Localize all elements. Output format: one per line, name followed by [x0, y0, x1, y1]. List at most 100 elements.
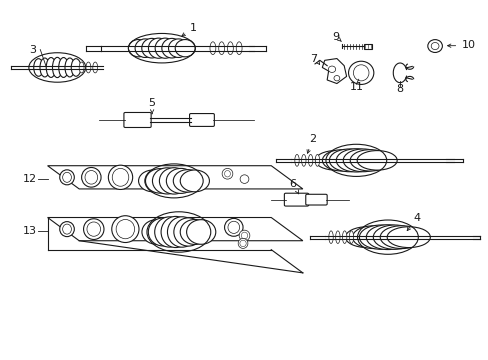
- Ellipse shape: [386, 227, 429, 248]
- Ellipse shape: [83, 219, 104, 239]
- Ellipse shape: [356, 150, 396, 170]
- Ellipse shape: [174, 218, 203, 246]
- Text: 3: 3: [29, 45, 37, 55]
- Ellipse shape: [79, 62, 84, 73]
- Ellipse shape: [218, 42, 224, 55]
- Ellipse shape: [224, 171, 230, 177]
- Text: 11: 11: [348, 82, 363, 92]
- Ellipse shape: [62, 172, 71, 182]
- Ellipse shape: [60, 222, 74, 237]
- Ellipse shape: [46, 58, 56, 77]
- Ellipse shape: [308, 154, 312, 166]
- Ellipse shape: [180, 170, 209, 192]
- Ellipse shape: [40, 58, 49, 77]
- Ellipse shape: [353, 65, 368, 81]
- Ellipse shape: [227, 221, 239, 233]
- Ellipse shape: [348, 231, 353, 243]
- Ellipse shape: [345, 227, 388, 248]
- Ellipse shape: [85, 171, 98, 184]
- Bar: [363, 44, 372, 49]
- Ellipse shape: [227, 42, 233, 55]
- Ellipse shape: [159, 168, 188, 194]
- Ellipse shape: [301, 154, 305, 166]
- Text: 1: 1: [182, 23, 197, 36]
- Ellipse shape: [328, 231, 332, 243]
- Ellipse shape: [148, 218, 177, 246]
- Ellipse shape: [236, 42, 242, 55]
- Ellipse shape: [209, 42, 215, 55]
- Ellipse shape: [372, 225, 416, 249]
- Ellipse shape: [430, 42, 438, 50]
- Ellipse shape: [116, 220, 134, 239]
- Ellipse shape: [135, 39, 155, 58]
- Ellipse shape: [186, 220, 215, 244]
- Ellipse shape: [161, 216, 190, 248]
- Ellipse shape: [222, 168, 232, 179]
- Ellipse shape: [366, 225, 408, 249]
- Ellipse shape: [238, 238, 247, 248]
- Ellipse shape: [333, 76, 339, 81]
- Ellipse shape: [359, 225, 402, 249]
- Ellipse shape: [240, 175, 248, 183]
- Ellipse shape: [93, 62, 98, 73]
- Ellipse shape: [162, 39, 182, 58]
- Ellipse shape: [328, 66, 335, 72]
- FancyBboxPatch shape: [284, 193, 308, 206]
- Ellipse shape: [112, 168, 128, 186]
- Ellipse shape: [71, 59, 81, 76]
- Ellipse shape: [81, 167, 101, 187]
- Ellipse shape: [62, 224, 71, 234]
- Ellipse shape: [315, 150, 355, 170]
- Ellipse shape: [108, 165, 132, 189]
- Ellipse shape: [155, 38, 175, 58]
- Text: 10: 10: [460, 40, 474, 50]
- Text: 6: 6: [289, 179, 298, 194]
- Ellipse shape: [336, 149, 376, 172]
- Ellipse shape: [240, 240, 245, 247]
- Ellipse shape: [152, 168, 181, 194]
- Ellipse shape: [329, 149, 368, 172]
- Ellipse shape: [52, 57, 62, 78]
- Ellipse shape: [348, 61, 373, 85]
- Ellipse shape: [148, 38, 168, 58]
- Text: 4: 4: [407, 212, 420, 231]
- Ellipse shape: [342, 231, 346, 243]
- Ellipse shape: [59, 58, 68, 77]
- FancyBboxPatch shape: [305, 194, 326, 205]
- Ellipse shape: [315, 154, 319, 166]
- Ellipse shape: [224, 219, 243, 236]
- Ellipse shape: [175, 40, 195, 57]
- Ellipse shape: [34, 59, 43, 76]
- Ellipse shape: [380, 226, 423, 248]
- Text: 12: 12: [22, 174, 37, 184]
- Ellipse shape: [294, 154, 299, 166]
- Ellipse shape: [322, 150, 362, 171]
- Text: 7: 7: [309, 54, 316, 64]
- Ellipse shape: [138, 170, 167, 192]
- Ellipse shape: [65, 58, 75, 77]
- Ellipse shape: [239, 230, 249, 241]
- Text: 2: 2: [306, 134, 315, 153]
- Ellipse shape: [87, 222, 101, 236]
- Ellipse shape: [142, 39, 162, 58]
- Text: 5: 5: [148, 98, 155, 114]
- Ellipse shape: [343, 149, 383, 172]
- Polygon shape: [322, 59, 346, 84]
- Ellipse shape: [241, 232, 247, 239]
- Ellipse shape: [128, 40, 148, 57]
- Ellipse shape: [427, 40, 442, 53]
- Ellipse shape: [166, 168, 195, 193]
- Ellipse shape: [352, 226, 395, 248]
- FancyBboxPatch shape: [189, 113, 214, 126]
- Ellipse shape: [86, 62, 91, 73]
- Text: 9: 9: [332, 32, 339, 42]
- Ellipse shape: [145, 168, 174, 193]
- Ellipse shape: [173, 170, 202, 192]
- Ellipse shape: [142, 220, 171, 244]
- FancyBboxPatch shape: [123, 112, 151, 127]
- Ellipse shape: [167, 217, 196, 247]
- Ellipse shape: [154, 217, 183, 247]
- Text: 13: 13: [22, 226, 37, 236]
- Ellipse shape: [112, 216, 139, 243]
- Ellipse shape: [168, 39, 188, 58]
